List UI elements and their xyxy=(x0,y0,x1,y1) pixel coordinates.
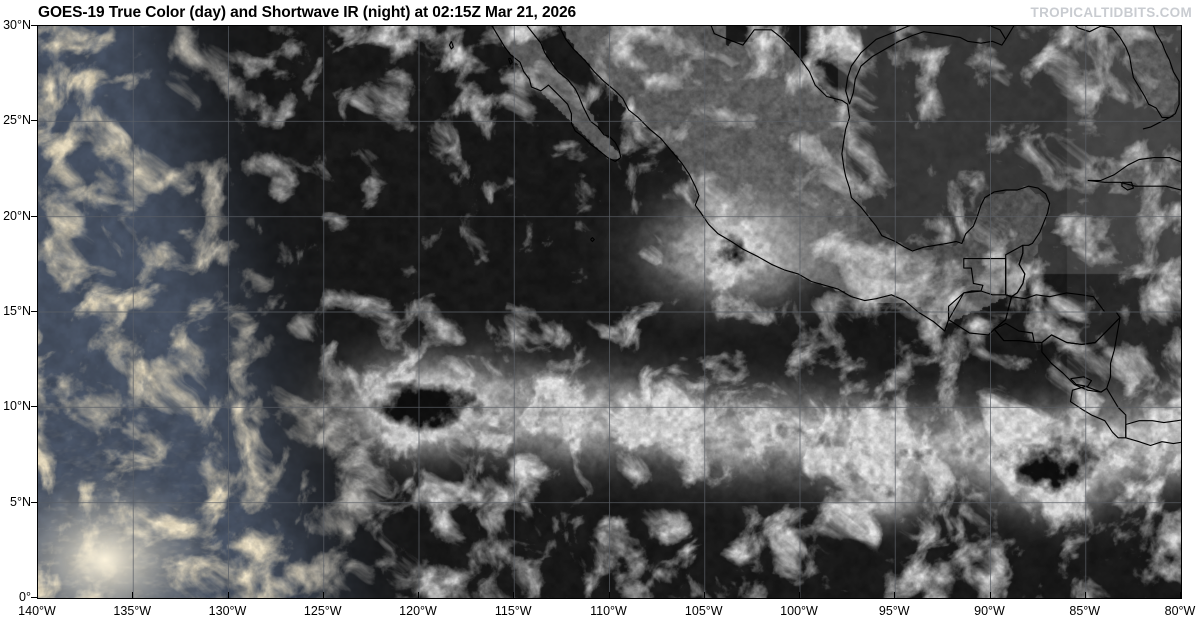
longitude-tick-mark xyxy=(322,592,324,598)
latitude-tick-mark xyxy=(31,25,37,26)
longitude-tick-label: 105°W xyxy=(684,604,723,618)
latitude-tick-label: 25°N xyxy=(3,113,31,128)
latitude-tick-label: 15°N xyxy=(3,304,31,318)
latitude-tick-mark xyxy=(31,501,37,503)
longitude-tick-mark xyxy=(37,592,38,598)
longitude-tick-mark xyxy=(1084,592,1086,598)
longitude-tick-label: 95°W xyxy=(878,604,910,618)
longitude-tick-label: 90°W xyxy=(974,604,1005,618)
header-bar: GOES-19 True Color (day) and Shortwave I… xyxy=(0,0,1200,25)
longitude-tick-mark xyxy=(799,592,800,598)
latitude-tick-label: 20°N xyxy=(3,208,31,223)
longitude-tick-label: 140°W xyxy=(18,604,56,618)
longitude-axis: 140°W 135°W 130°W 125°W 120°W 115°W 110°W 105°W… xyxy=(0,592,1200,623)
longitude-tick-mark xyxy=(1180,592,1181,598)
longitude-tick-mark xyxy=(703,592,705,598)
longitude-tick-label: 130°W xyxy=(208,604,247,618)
page-title: GOES-19 True Color (day) and Shortwave I… xyxy=(38,4,577,21)
latitude-axis: 0° 5°N 10°N 15°N 20°N 25°N 30°N xyxy=(0,0,37,623)
longitude-tick-label: 85°W xyxy=(1069,604,1101,618)
latitude-tick-mark xyxy=(31,406,37,408)
longitude-tick-mark xyxy=(513,592,515,598)
latitude-tick-mark xyxy=(31,215,37,217)
longitude-tick-mark xyxy=(608,592,610,598)
longitude-tick-mark xyxy=(989,592,991,598)
latitude-tick-mark xyxy=(31,597,37,598)
latitude-tick-label: 5°N xyxy=(10,494,31,509)
longitude-tick-label: 110°W xyxy=(590,604,627,618)
latitude-tick-label: 0° xyxy=(19,590,31,604)
latitude-tick-label: 30°N xyxy=(3,18,31,32)
site-watermark: TROPICALTIDBITS.COM xyxy=(1030,5,1192,20)
longitude-tick-mark xyxy=(894,592,896,598)
satellite-image-canvas[interactable] xyxy=(38,26,1181,598)
longitude-tick-label: 120°W xyxy=(399,604,437,618)
longitude-tick-label: 115°W xyxy=(494,604,532,618)
longitude-tick-label: 80°W xyxy=(1164,604,1196,618)
latitude-tick-mark xyxy=(31,120,37,122)
longitude-tick-mark xyxy=(132,592,134,598)
longitude-tick-mark xyxy=(418,592,419,598)
longitude-tick-label: 125°W xyxy=(303,604,342,618)
longitude-tick-label: 100°W xyxy=(780,604,818,618)
satellite-map[interactable] xyxy=(37,25,1182,599)
latitude-tick-label: 10°N xyxy=(3,399,31,414)
latitude-tick-mark xyxy=(31,311,37,312)
longitude-tick-mark xyxy=(227,592,229,598)
longitude-tick-label: 135°W xyxy=(113,604,152,618)
